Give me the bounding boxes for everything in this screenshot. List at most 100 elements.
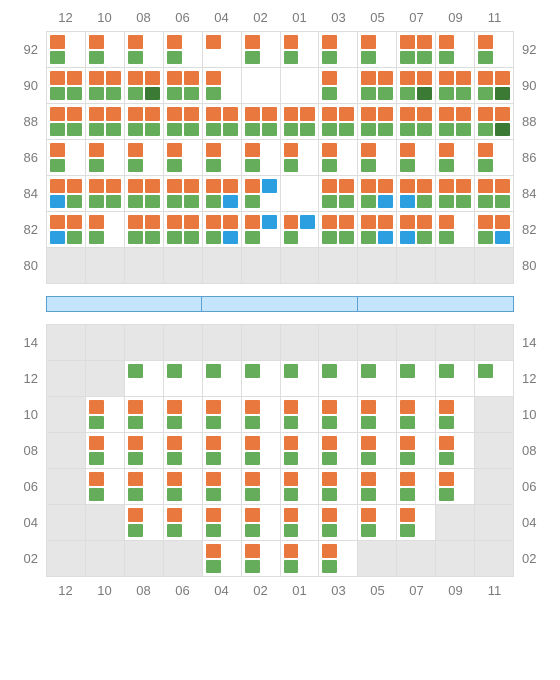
grid-cell[interactable] [281,176,320,212]
grid-cell[interactable] [281,469,320,505]
grid-cell[interactable] [125,397,164,433]
grid-cell[interactable] [47,104,86,140]
grid-cell[interactable] [397,433,436,469]
grid-cell[interactable] [242,212,281,248]
grid-cell[interactable] [397,68,436,104]
grid-cell[interactable] [475,361,514,397]
grid-cell[interactable] [242,104,281,140]
grid-cell[interactable] [47,433,86,469]
grid-cell[interactable] [47,212,86,248]
grid-cell[interactable] [47,469,86,505]
grid-cell[interactable] [281,104,320,140]
grid-cell[interactable] [125,212,164,248]
grid-cell[interactable] [475,176,514,212]
grid-cell[interactable] [203,361,242,397]
grid-cell[interactable] [242,176,281,212]
grid-cell[interactable] [86,68,125,104]
grid-cell[interactable] [203,397,242,433]
grid-cell[interactable] [281,68,320,104]
grid-cell[interactable] [125,140,164,176]
grid-cell[interactable] [397,397,436,433]
grid-cell[interactable] [47,541,86,577]
grid-cell[interactable] [281,397,320,433]
grid-cell[interactable] [436,212,475,248]
grid-cell[interactable] [281,325,320,361]
grid-cell[interactable] [203,212,242,248]
grid-cell[interactable] [203,505,242,541]
grid-cell[interactable] [86,325,125,361]
grid-cell[interactable] [125,433,164,469]
grid-cell[interactable] [125,505,164,541]
grid-cell[interactable] [86,140,125,176]
grid-cell[interactable] [242,248,281,284]
grid-cell[interactable] [47,248,86,284]
grid-cell[interactable] [125,176,164,212]
grid-cell[interactable] [203,68,242,104]
grid-cell[interactable] [242,140,281,176]
grid-cell[interactable] [436,176,475,212]
grid-cell[interactable] [436,541,475,577]
grid-cell[interactable] [164,140,203,176]
grid-cell[interactable] [86,361,125,397]
grid-cell[interactable] [397,176,436,212]
grid-cell[interactable] [242,505,281,541]
grid-cell[interactable] [47,325,86,361]
grid-cell[interactable] [475,541,514,577]
grid-cell[interactable] [281,541,320,577]
grid-cell[interactable] [242,433,281,469]
grid-cell[interactable] [475,68,514,104]
grid-cell[interactable] [397,541,436,577]
grid-cell[interactable] [164,433,203,469]
grid-cell[interactable] [86,104,125,140]
grid-cell[interactable] [164,505,203,541]
grid-cell[interactable] [436,325,475,361]
grid-cell[interactable] [319,469,358,505]
grid-cell[interactable] [47,68,86,104]
grid-cell[interactable] [203,325,242,361]
grid-cell[interactable] [281,505,320,541]
grid-cell[interactable] [475,104,514,140]
grid-cell[interactable] [319,361,358,397]
grid-cell[interactable] [475,433,514,469]
grid-cell[interactable] [319,104,358,140]
grid-cell[interactable] [475,325,514,361]
grid-cell[interactable] [436,361,475,397]
grid-cell[interactable] [281,212,320,248]
grid-cell[interactable] [125,32,164,68]
grid-cell[interactable] [436,469,475,505]
grid-cell[interactable] [475,248,514,284]
grid-cell[interactable] [242,325,281,361]
grid-cell[interactable] [164,104,203,140]
grid-cell[interactable] [436,68,475,104]
grid-cell[interactable] [86,32,125,68]
grid-cell[interactable] [164,32,203,68]
grid-cell[interactable] [203,32,242,68]
grid-cell[interactable] [319,140,358,176]
grid-cell[interactable] [358,397,397,433]
grid-cell[interactable] [358,541,397,577]
grid-cell[interactable] [86,397,125,433]
grid-cell[interactable] [358,361,397,397]
grid-cell[interactable] [86,541,125,577]
grid-cell[interactable] [397,505,436,541]
grid-cell[interactable] [475,32,514,68]
grid-cell[interactable] [203,176,242,212]
grid-cell[interactable] [319,32,358,68]
grid-cell[interactable] [281,361,320,397]
grid-cell[interactable] [436,248,475,284]
grid-cell[interactable] [319,397,358,433]
grid-cell[interactable] [358,248,397,284]
grid-cell[interactable] [242,469,281,505]
grid-cell[interactable] [281,433,320,469]
grid-cell[interactable] [358,469,397,505]
grid-cell[interactable] [358,505,397,541]
grid-cell[interactable] [475,397,514,433]
grid-cell[interactable] [86,469,125,505]
grid-cell[interactable] [203,433,242,469]
grid-cell[interactable] [397,140,436,176]
grid-cell[interactable] [164,397,203,433]
grid-cell[interactable] [475,212,514,248]
grid-cell[interactable] [397,361,436,397]
grid-cell[interactable] [86,212,125,248]
grid-cell[interactable] [358,433,397,469]
